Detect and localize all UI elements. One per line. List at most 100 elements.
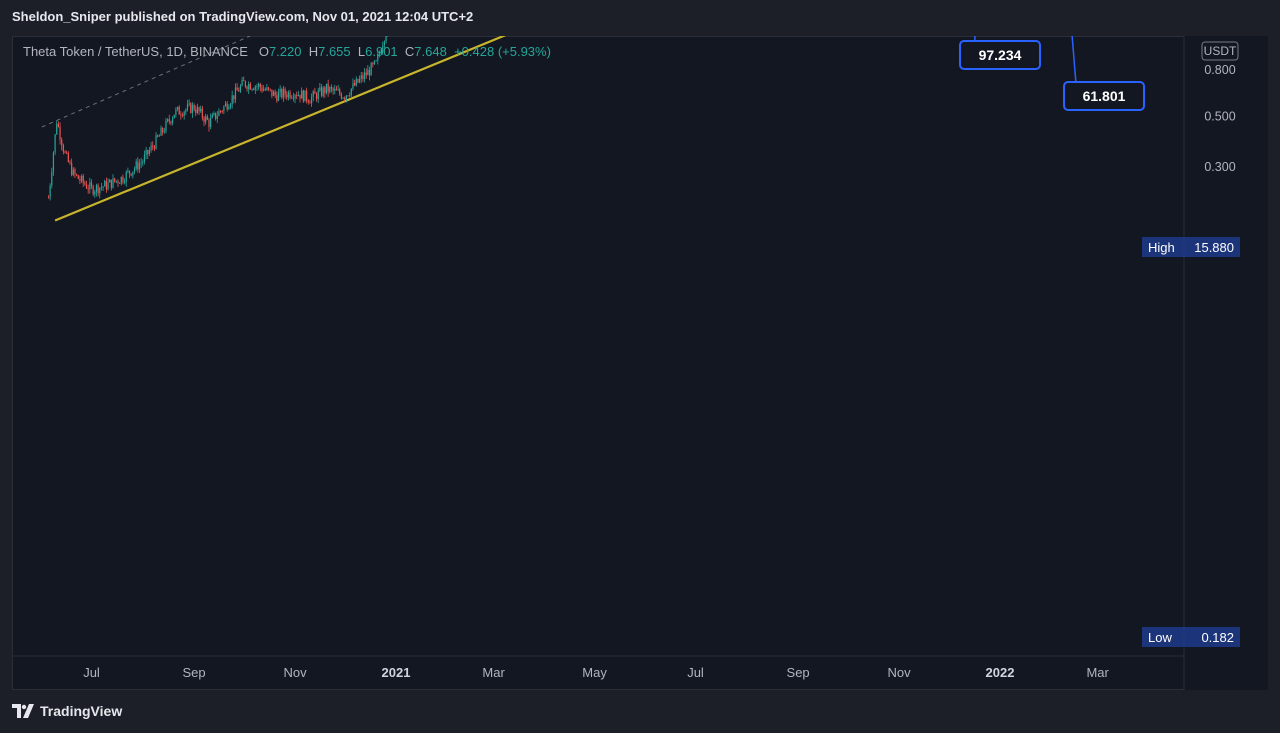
candle-body xyxy=(317,90,319,100)
candle-body xyxy=(109,179,111,183)
candle-body xyxy=(92,186,94,195)
candle-body xyxy=(97,185,99,194)
target-callout-97-label: 97.234 xyxy=(979,47,1022,63)
candle-body xyxy=(244,81,246,87)
candle-body xyxy=(292,97,294,99)
brand[interactable]: TradingView xyxy=(12,703,122,719)
candle-body xyxy=(104,180,106,187)
candle-body xyxy=(82,175,84,183)
candle-body xyxy=(241,79,243,86)
candle-body xyxy=(80,175,83,181)
candle-body xyxy=(162,128,164,133)
candle-body xyxy=(249,83,251,90)
candle-body xyxy=(205,116,207,122)
candle-body xyxy=(47,197,50,199)
tradingview-logo-icon xyxy=(12,704,34,718)
candle-body xyxy=(127,170,129,172)
candle-body xyxy=(380,51,382,53)
candle-body xyxy=(62,145,64,152)
candle-body xyxy=(229,104,232,108)
candle-body xyxy=(114,178,116,182)
candle-body xyxy=(133,168,136,172)
candle-body xyxy=(378,52,381,55)
high-marker-label: High xyxy=(1148,240,1175,255)
candle-body xyxy=(122,176,124,183)
legend-low-label: L xyxy=(357,44,366,59)
candle-body xyxy=(94,191,96,195)
candle-body xyxy=(334,88,336,91)
candle-body xyxy=(87,188,89,190)
candle-body xyxy=(57,123,60,127)
candle-body xyxy=(261,87,263,91)
x-tick-label: Sep xyxy=(787,665,810,680)
candle-body xyxy=(178,107,180,115)
candle-body xyxy=(180,114,182,116)
candle-body xyxy=(99,187,101,194)
high-marker-value: 15.880 xyxy=(1194,240,1234,255)
candle-body xyxy=(286,94,288,98)
candle-body xyxy=(253,89,255,90)
candle-body xyxy=(287,92,290,98)
candle-body xyxy=(66,152,68,154)
candle-body xyxy=(100,187,103,188)
candle-body xyxy=(110,179,112,188)
candle-body xyxy=(312,91,314,97)
candle-body xyxy=(137,161,139,170)
price-axis xyxy=(1184,36,1268,690)
candle-body xyxy=(383,41,386,46)
candle-body xyxy=(349,95,351,96)
candle-body xyxy=(322,87,324,96)
candle-body xyxy=(67,152,69,162)
candle-body xyxy=(145,150,147,155)
x-tick-label: 2021 xyxy=(382,665,411,680)
candle-body xyxy=(309,102,311,104)
candle-body xyxy=(302,90,304,102)
candle-body xyxy=(117,180,119,184)
candle-body xyxy=(200,108,202,112)
candle-body xyxy=(167,119,169,121)
x-tick-label: Sep xyxy=(183,665,206,680)
candle-body xyxy=(89,182,91,190)
candle-body xyxy=(332,88,334,91)
candle-body xyxy=(148,150,151,155)
candle-body xyxy=(216,115,218,119)
legend-high: 7.655 xyxy=(318,44,351,59)
chart-legend: Theta Token / TetherUS, 1D, BINANCE O7.2… xyxy=(23,44,551,59)
candle-body xyxy=(276,95,278,101)
candle-body xyxy=(85,184,88,189)
candle-body xyxy=(213,112,215,115)
candle-body xyxy=(297,94,299,96)
candle-body xyxy=(314,91,316,94)
low-marker-value: 0.182 xyxy=(1201,630,1234,645)
y-tick-label: 0.800 xyxy=(1204,63,1235,77)
candle-body xyxy=(246,86,248,90)
chart-frame xyxy=(12,36,1268,690)
x-tick-label: May xyxy=(582,665,607,680)
candle-body xyxy=(105,180,107,190)
candle-body xyxy=(176,107,179,110)
candle-body xyxy=(272,91,275,97)
candle-body xyxy=(84,182,86,185)
candle-body xyxy=(147,150,149,155)
currency-label: USDT xyxy=(1204,44,1237,58)
candle-body xyxy=(153,146,155,149)
candle-body xyxy=(123,182,126,183)
candle-body xyxy=(325,83,328,94)
candle-body xyxy=(142,161,144,163)
candle-body xyxy=(375,60,377,62)
candle-body xyxy=(339,89,341,94)
candle-body xyxy=(382,45,384,52)
candle-body xyxy=(211,114,213,118)
candle-body xyxy=(49,185,51,198)
candle-body xyxy=(373,60,376,64)
price-chart[interactable]: 0.800 0.500 0.300 USDT Jul Sep Nov 2021 Mar May Ju… xyxy=(12,36,1268,690)
candle-body xyxy=(128,170,131,174)
brand-name: TradingView xyxy=(40,703,123,719)
candle-body xyxy=(221,111,223,112)
candle-body xyxy=(324,87,326,94)
y-tick-label: 0.500 xyxy=(1204,110,1235,124)
candle-body xyxy=(258,84,260,87)
legend-close: 7.648 xyxy=(414,44,447,59)
high-marker-badge xyxy=(1142,237,1240,257)
candle-body xyxy=(201,108,203,118)
